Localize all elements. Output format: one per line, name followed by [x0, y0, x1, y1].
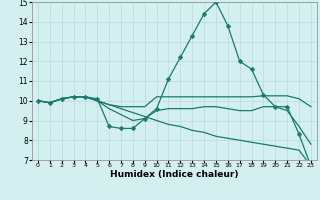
X-axis label: Humidex (Indice chaleur): Humidex (Indice chaleur)	[110, 170, 239, 179]
